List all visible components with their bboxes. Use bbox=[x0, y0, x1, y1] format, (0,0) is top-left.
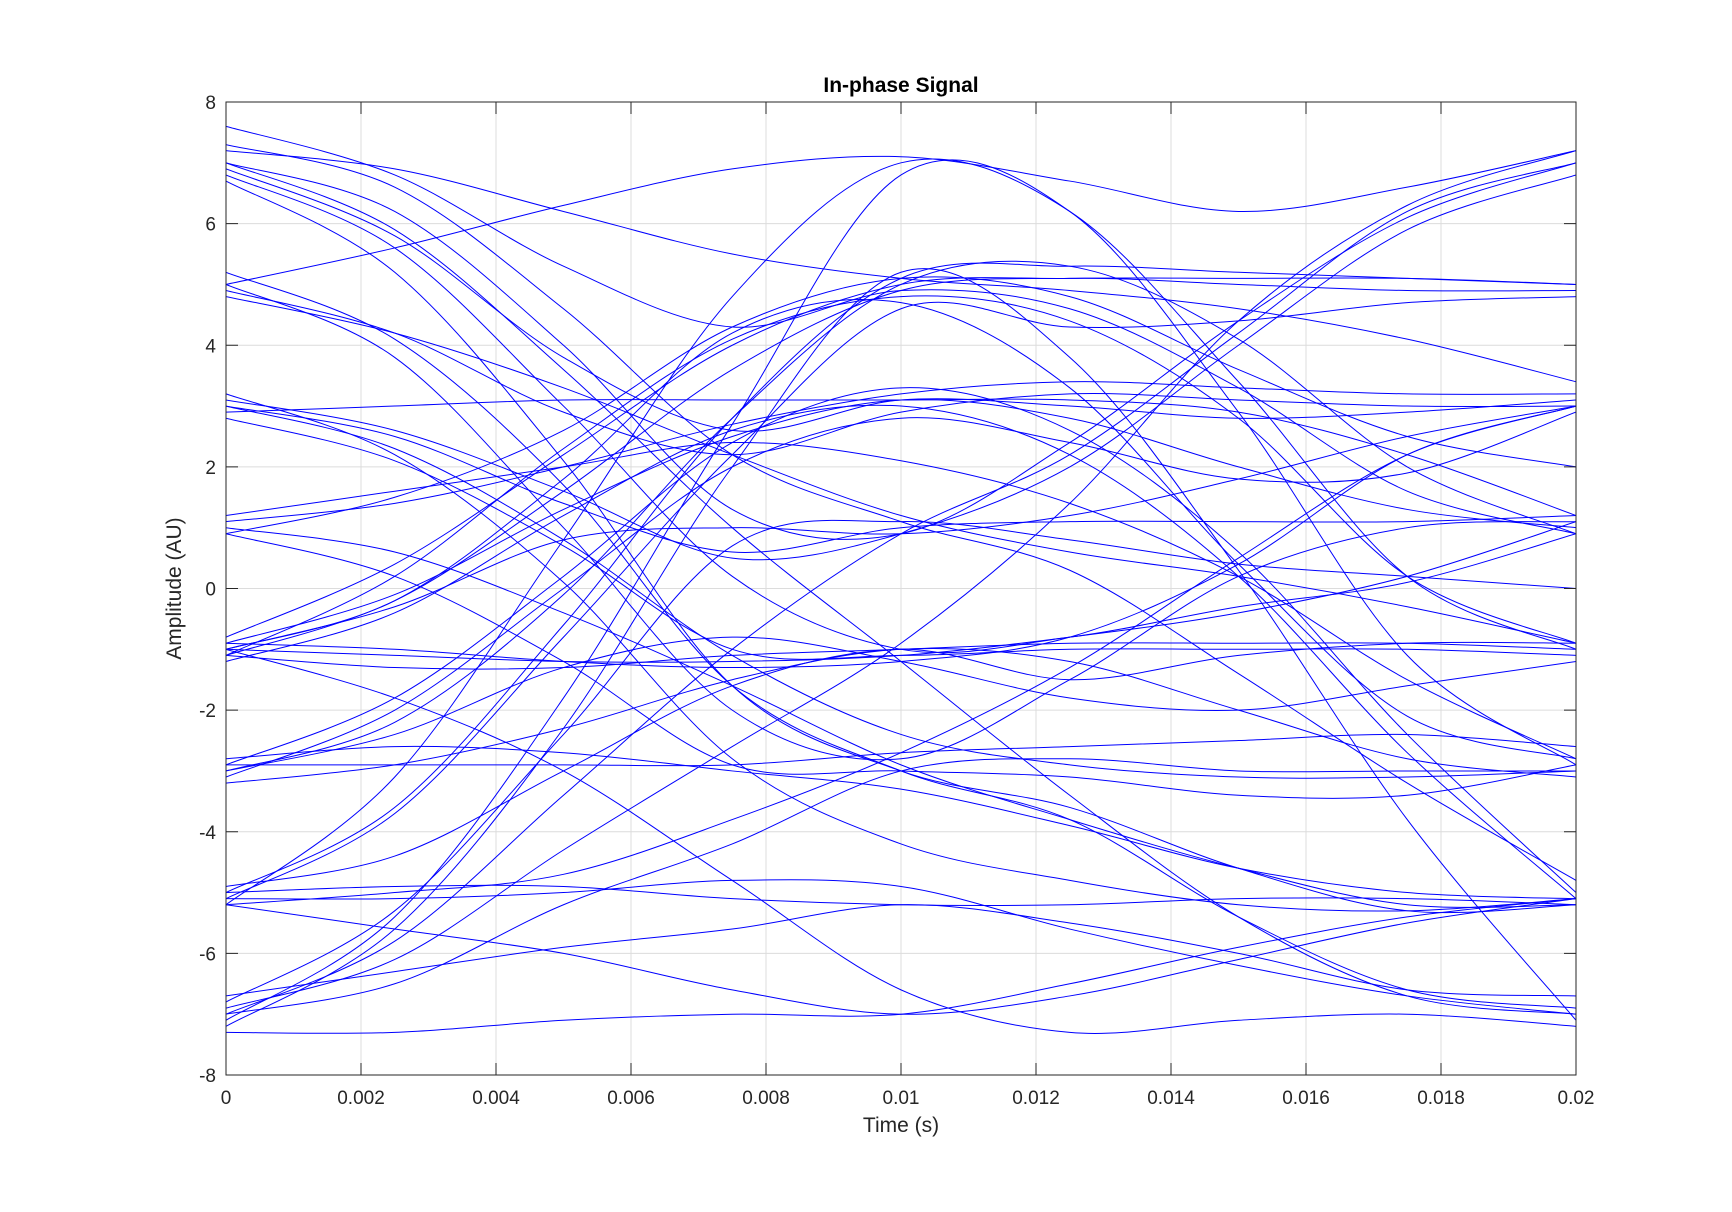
y-tick-label: 0 bbox=[205, 580, 216, 601]
signal-trace-58 bbox=[226, 405, 1576, 650]
signal-trace-31 bbox=[226, 648, 1576, 1035]
signal-trace-49 bbox=[226, 268, 1576, 1027]
x-tick-label: 0.018 bbox=[1417, 1088, 1465, 1109]
signal-trace-33 bbox=[226, 387, 1576, 893]
y-tick-label: -2 bbox=[199, 701, 216, 722]
signal-trace-26 bbox=[226, 398, 1576, 644]
x-tick-label: 0.02 bbox=[1558, 1088, 1595, 1109]
y-tick-label: 2 bbox=[205, 458, 216, 479]
signal-trace-41 bbox=[226, 158, 1576, 906]
signal-trace-13 bbox=[226, 150, 1576, 285]
signal-trace-11 bbox=[226, 290, 1576, 456]
x-tick-label: 0.008 bbox=[742, 1088, 790, 1109]
x-tick-label: 0.002 bbox=[337, 1088, 385, 1109]
plot-area: 0 0.002 0.004 0.006 0.008 0.01 0.012 0.014 0.016… bbox=[199, 93, 1594, 1109]
signal-trace-46 bbox=[226, 405, 1576, 906]
x-tick-label: 0.004 bbox=[472, 1088, 520, 1109]
x-tick-label: 0.014 bbox=[1147, 1088, 1195, 1109]
signal-trace-21 bbox=[226, 527, 1576, 908]
signal-trace-10 bbox=[226, 283, 1576, 761]
signal-trace-52 bbox=[226, 898, 1576, 1034]
y-tick-label: -8 bbox=[199, 1066, 216, 1087]
signal-trace-42 bbox=[226, 296, 1576, 900]
x-tick-label: 0 bbox=[221, 1088, 232, 1109]
signal-trace-20 bbox=[226, 381, 1576, 523]
x-tick-label: 0.01 bbox=[883, 1088, 920, 1109]
signal-trace-27 bbox=[226, 404, 1576, 900]
chart-title: In-phase Signal bbox=[823, 74, 978, 97]
signal-trace-28 bbox=[226, 521, 1576, 663]
signal-trace-51 bbox=[226, 519, 1576, 1003]
x-axis-title: Time (s) bbox=[863, 1114, 939, 1137]
y-axis-title: Amplitude (AU) bbox=[163, 517, 186, 659]
signal-trace-16 bbox=[226, 393, 1576, 912]
signal-trace-23 bbox=[226, 277, 1576, 638]
signal-trace-32 bbox=[226, 277, 1576, 656]
signal-trace-38 bbox=[226, 745, 1576, 900]
signal-trace-15 bbox=[226, 405, 1576, 553]
y-tick-label: -4 bbox=[199, 823, 216, 844]
signal-trace-43 bbox=[226, 641, 1576, 887]
y-tick-label: -6 bbox=[199, 944, 216, 965]
signal-trace-35 bbox=[226, 636, 1576, 772]
signal-trace-5 bbox=[226, 180, 1576, 914]
signal-trace-56 bbox=[226, 276, 1576, 535]
signal-trace-18 bbox=[226, 405, 1576, 779]
signal-trace-53 bbox=[226, 150, 1576, 1009]
signal-trace-24 bbox=[226, 298, 1576, 760]
x-tick-label: 0.006 bbox=[607, 1088, 655, 1109]
signal-trace-3 bbox=[226, 174, 1576, 654]
x-tick-label: 0.016 bbox=[1282, 1088, 1330, 1109]
ticks: 0 0.002 0.004 0.006 0.008 0.01 0.012 0.014 0.016… bbox=[199, 93, 1594, 1109]
signal-trace-25 bbox=[226, 295, 1576, 656]
signal-traces bbox=[226, 125, 1576, 1035]
signal-trace-55 bbox=[226, 904, 1576, 997]
signal-trace-34 bbox=[226, 411, 1576, 778]
signal-trace-57 bbox=[226, 441, 1576, 760]
signal-trace-48 bbox=[226, 159, 1576, 1021]
signal-trace-29 bbox=[226, 405, 1576, 669]
y-tick-label: 8 bbox=[205, 93, 216, 114]
y-tick-label: 4 bbox=[205, 336, 216, 357]
signal-trace-9 bbox=[226, 271, 1576, 1009]
x-tick-label: 0.012 bbox=[1012, 1088, 1060, 1109]
signal-trace-40 bbox=[226, 262, 1576, 894]
signal-trace-12 bbox=[226, 296, 1576, 644]
signal-trace-39 bbox=[226, 260, 1576, 772]
y-tick-label: 6 bbox=[205, 215, 216, 236]
signal-trace-45 bbox=[226, 879, 1576, 1015]
